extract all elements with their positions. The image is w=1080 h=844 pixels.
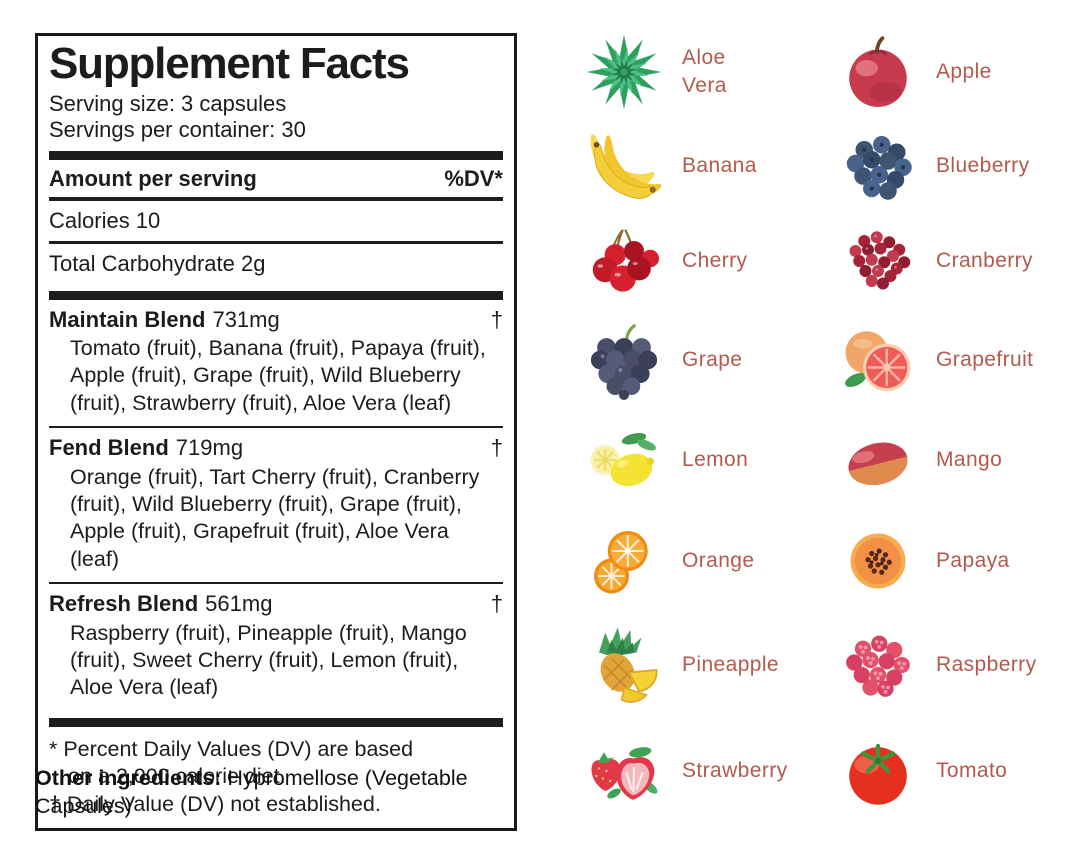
blend-amount: 731mg — [212, 306, 280, 332]
apple-icon — [828, 32, 928, 112]
tomato-icon — [828, 731, 928, 811]
rule-thin-3 — [49, 581, 503, 585]
fruit-item-raspberry: Raspberry — [828, 611, 1068, 718]
fruit-item-strawberry: Strawberry — [574, 718, 828, 824]
fruit-label: Pineapple — [682, 652, 780, 676]
servings-per-container: Servings per container: 30 — [49, 117, 306, 143]
fruit-item-tomato: Tomato — [828, 718, 1068, 824]
supplement-facts-panel: Supplement Facts Serving size: 3 capsule… — [35, 33, 517, 832]
fruit-label: Papaya — [936, 548, 1010, 572]
fruit-item-cranberry: Cranberry — [828, 212, 1068, 309]
calories-row: Calories 10 — [49, 208, 161, 234]
blend-amount: 719mg — [175, 435, 244, 461]
fruit-item-apple: Apple — [828, 24, 1068, 119]
fruit-item-pineapple: Pineapple — [574, 611, 828, 718]
mango-icon — [828, 420, 928, 500]
fruit-item-orange: Orange — [574, 510, 828, 611]
fruit-label: Grape — [682, 347, 743, 371]
carbohydrate-row: Total Carbohydrate 2g — [49, 250, 266, 276]
fruit-label: Orange — [682, 548, 755, 572]
raspberry-icon — [828, 625, 928, 705]
serving-size: Serving size: 3 capsules — [49, 90, 287, 116]
lemon-icon — [574, 420, 674, 500]
blend-name: Fend Blend — [49, 435, 169, 461]
blend-fend: Fend Blend 719mg † Orange (fruit), Tart C… — [49, 428, 503, 581]
blend-refresh: Refresh Blend 561mg † Raspberry (fruit), … — [49, 584, 503, 710]
aloe-vera-icon — [574, 32, 674, 112]
orange-icon — [574, 521, 674, 601]
fruit-item-banana: Banana — [574, 119, 828, 212]
other-ingredients: Other ingredients: Hypromellose (Vegetab… — [35, 765, 490, 821]
grape-icon — [574, 320, 674, 400]
blend-refresh-header: Refresh Blend 561mg † — [49, 591, 503, 619]
blend-name: Refresh Blend — [49, 591, 199, 617]
dagger-symbol: † — [490, 591, 503, 617]
blend-fend-header: Fend Blend 719mg † — [49, 435, 503, 463]
fruit-label: Aloe Vera — [682, 46, 727, 97]
fruit-label: Banana — [682, 153, 757, 177]
fruit-label: Apple — [936, 59, 992, 83]
pineapple-icon — [574, 625, 674, 705]
dv-header: %DV* — [444, 166, 503, 192]
rule-thick-bottom — [49, 717, 503, 727]
fruit-grid: Aloe Vera Apple Banana Blueberry Cherry Cranb… — [574, 24, 1068, 824]
fruit-label: Tomato — [936, 759, 1008, 783]
rule-thin-2 — [49, 425, 503, 429]
panel-title: Supplement Facts — [49, 39, 410, 88]
fruit-item-lemon: Lemon — [574, 410, 828, 510]
fruit-item-aloe-vera: Aloe Vera — [574, 24, 828, 119]
strawberry-icon — [574, 731, 674, 811]
fruit-label: Mango — [936, 448, 1003, 472]
blend-ingredients: Tomato (fruit), Banana (fruit), Papaya (… — [70, 335, 486, 415]
other-ingredients-label: Other ingredients: — [35, 766, 222, 790]
blend-ingredients: Orange (fruit), Tart Cherry (fruit), Cra… — [70, 464, 480, 571]
blend-ingredients: Raspberry (fruit), Pineapple (fruit), Ma… — [70, 620, 467, 700]
fruit-label: Cranberry — [936, 248, 1033, 272]
dagger-footnote: † Daily Value (DV) not established. — [49, 791, 381, 816]
fruit-label: Grapefruit — [936, 347, 1034, 371]
fruit-item-blueberry: Blueberry — [828, 119, 1068, 212]
blend-maintain-header: Maintain Blend 731mg † — [49, 307, 503, 335]
rule-thick-mid — [49, 290, 503, 300]
rule-thin-1 — [49, 241, 503, 244]
fruit-item-mango: Mango — [828, 410, 1068, 510]
dv-footnote-line1: * Percent Daily Values (DV) are based — [49, 736, 414, 761]
dv-footnote-line2: on a 2,000 calorie diet. — [68, 764, 286, 789]
papaya-icon — [828, 521, 928, 601]
fruit-item-papaya: Papaya — [828, 510, 1068, 611]
blend-maintain: Maintain Blend 731mg † Tomato (fruit), Ba… — [49, 300, 503, 426]
banana-icon — [574, 126, 674, 206]
dagger-symbol: † — [490, 306, 503, 332]
other-ingredients-value: Hypromellose (Vegetable Capsules) — [35, 766, 468, 818]
fruit-label: Blueberry — [936, 153, 1030, 177]
amount-per-serving-label: Amount per serving — [49, 166, 257, 192]
fruit-label: Strawberry — [682, 759, 788, 783]
fruit-item-grape: Grape — [574, 309, 828, 410]
fruit-label: Lemon — [682, 448, 749, 472]
fruit-label: Cherry — [682, 248, 748, 272]
footnotes: * Percent Daily Values (DV) are based on… — [49, 727, 503, 819]
cherry-icon — [574, 221, 674, 301]
cranberry-icon — [828, 221, 928, 301]
grapefruit-icon — [828, 320, 928, 400]
fruit-item-cherry: Cherry — [574, 212, 828, 309]
amount-per-serving-row: Amount per serving %DV* — [49, 160, 503, 197]
rule-medium — [49, 197, 503, 202]
blueberry-icon — [828, 126, 928, 206]
blend-amount: 561mg — [205, 591, 273, 617]
fruit-label: Raspberry — [936, 652, 1037, 676]
dagger-symbol: † — [490, 435, 503, 461]
fruit-item-grapefruit: Grapefruit — [828, 309, 1068, 410]
rule-thick-top — [49, 151, 503, 161]
blend-name: Maintain Blend — [49, 306, 206, 332]
